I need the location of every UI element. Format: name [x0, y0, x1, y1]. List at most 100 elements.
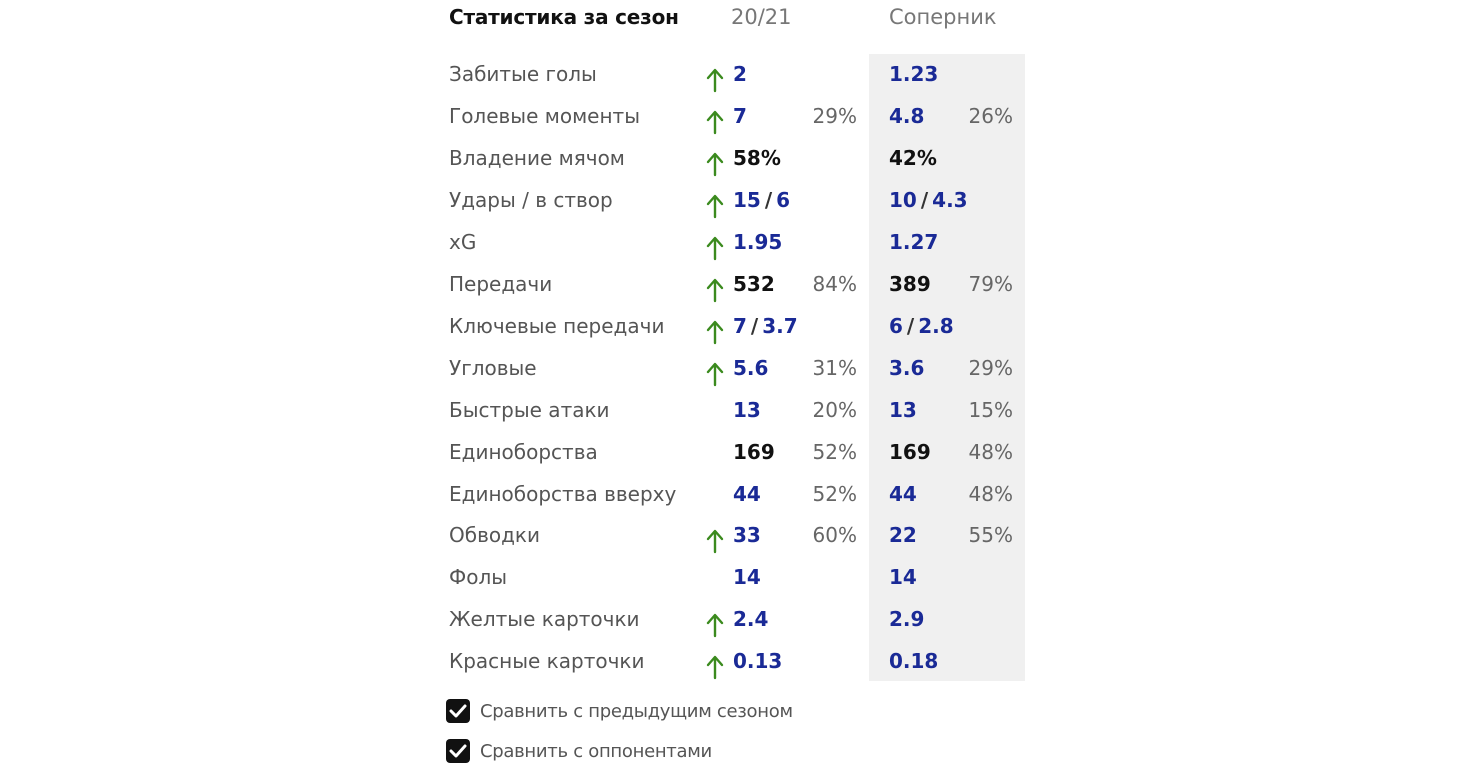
opponent-value-part: 4.3: [932, 187, 968, 212]
stat-row: Быстрые атаки 13 20% 13 15%: [0, 389, 1460, 431]
stat-label: Единоборства вверху: [449, 481, 677, 506]
stat-label: xG: [449, 229, 477, 254]
up-arrow-icon: [706, 57, 724, 97]
season-value: 13: [733, 397, 761, 422]
season-value-total: 15: [733, 187, 761, 212]
season-value: 7: [733, 103, 747, 128]
up-arrow-icon: [706, 351, 724, 391]
season-value: 33: [733, 523, 761, 548]
opponent-value: 10/4.3: [889, 179, 968, 221]
value-separator: /: [750, 313, 759, 338]
opponent-percent: 29%: [968, 355, 1013, 380]
season-percent: 31%: [812, 355, 857, 380]
value-separator: /: [920, 187, 929, 212]
opponent-value: 389: [889, 271, 931, 296]
opponent-percent: 48%: [968, 481, 1013, 506]
stats-title: Статистика за сезон: [449, 5, 679, 29]
stat-label: Фолы: [449, 565, 508, 590]
season-percent: 29%: [812, 103, 857, 128]
opponent-column-background: [869, 54, 1025, 681]
up-arrow-icon: [706, 518, 724, 558]
stat-label: Владение мячом: [449, 145, 625, 170]
opponent-value-total: 6: [889, 313, 903, 338]
up-arrow-icon: [706, 99, 724, 139]
season-label: 20/21: [731, 5, 792, 29]
opponent-value: 4.8: [889, 103, 925, 128]
checkmark-icon: [449, 704, 467, 718]
stat-label: Забитые голы: [449, 62, 597, 86]
season-value: 2: [733, 62, 747, 86]
up-arrow-icon: [706, 602, 724, 642]
opponent-value: 6/2.8: [889, 305, 954, 347]
season-percent: 52%: [812, 439, 857, 464]
value-separator: /: [764, 187, 773, 212]
checkbox[interactable]: [446, 699, 470, 723]
stat-label: Обводки: [449, 523, 541, 548]
stat-row: Удары / в створ 15/6 10/4.3: [0, 179, 1460, 221]
stat-label: Голевые моменты: [449, 103, 640, 128]
opponent-percent: 79%: [968, 271, 1013, 296]
up-arrow-icon: [706, 644, 724, 684]
stat-row: Обводки 33 60% 22 55%: [0, 514, 1460, 556]
stat-row: Единоборства 169 52% 169 48%: [0, 431, 1460, 473]
stat-row: Владение мячом 58% 42%: [0, 137, 1460, 179]
stat-row: Единоборства вверху 44 52% 44 48%: [0, 473, 1460, 515]
up-arrow-icon: [706, 267, 724, 307]
value-separator: /: [906, 313, 915, 338]
stat-label: Передачи: [449, 271, 553, 296]
stat-row: Красные карточки 0.13 0.18: [0, 640, 1460, 682]
season-value: 15/6: [733, 179, 790, 221]
season-value: 532: [733, 271, 775, 296]
season-value: 14: [733, 565, 761, 590]
opponent-value: 14: [889, 565, 917, 590]
stat-row: Желтые карточки 2.4 2.9: [0, 598, 1460, 640]
season-value-total: 7: [733, 313, 747, 338]
opponent-value: 44: [889, 481, 917, 506]
up-arrow-icon: [706, 141, 724, 181]
stat-label: Удары / в створ: [449, 187, 613, 212]
stat-row: Ключевые передачи 7/3.7 6/2.8: [0, 305, 1460, 347]
stat-label: Быстрые атаки: [449, 397, 610, 422]
opponent-value: 13: [889, 397, 917, 422]
up-arrow-icon: [706, 225, 724, 265]
opponent-percent: 15%: [968, 397, 1013, 422]
opponent-value: 2.9: [889, 607, 925, 632]
opponent-value: 169: [889, 439, 931, 464]
stat-label: Красные карточки: [449, 649, 645, 674]
season-value: 2.4: [733, 607, 769, 632]
checkbox[interactable]: [446, 739, 470, 763]
season-percent: 60%: [812, 523, 857, 548]
stat-row: Голевые моменты 7 29% 4.8 26%: [0, 95, 1460, 137]
opponent-value: 42%: [889, 145, 937, 170]
checkmark-icon: [449, 744, 467, 758]
opponent-percent: 55%: [968, 523, 1013, 548]
season-value: 169: [733, 439, 775, 464]
opponent-value-total: 10: [889, 187, 917, 212]
season-percent: 20%: [812, 397, 857, 422]
stat-row: Передачи 532 84% 389 79%: [0, 263, 1460, 305]
opponent-percent: 48%: [968, 439, 1013, 464]
opponent-value-part: 2.8: [918, 313, 954, 338]
stat-row: Угловые 5.6 31% 3.6 29%: [0, 347, 1460, 389]
stat-label: Единоборства: [449, 439, 598, 464]
up-arrow-icon: [706, 309, 724, 349]
stat-row: xG 1.95 1.27: [0, 221, 1460, 263]
stat-label: Угловые: [449, 355, 537, 380]
checkbox-label[interactable]: Сравнить с предыдущим сезоном: [480, 701, 793, 722]
opponent-label: Соперник: [889, 5, 997, 29]
season-value-part: 3.7: [762, 313, 798, 338]
season-percent: 84%: [812, 271, 857, 296]
up-arrow-icon: [706, 183, 724, 223]
checkbox-label[interactable]: Сравнить с оппонентами: [480, 741, 712, 762]
opponent-value: 1.27: [889, 229, 939, 254]
opponent-value: 1.23: [889, 62, 939, 86]
opponent-value: 22: [889, 523, 917, 548]
stat-row: Фолы 14 14: [0, 556, 1460, 598]
season-value: 7/3.7: [733, 305, 798, 347]
opponent-value: 0.18: [889, 649, 939, 674]
opponent-value: 3.6: [889, 355, 925, 380]
stat-label: Ключевые передачи: [449, 313, 665, 338]
season-value: 1.95: [733, 229, 783, 254]
season-value: 0.13: [733, 649, 783, 674]
